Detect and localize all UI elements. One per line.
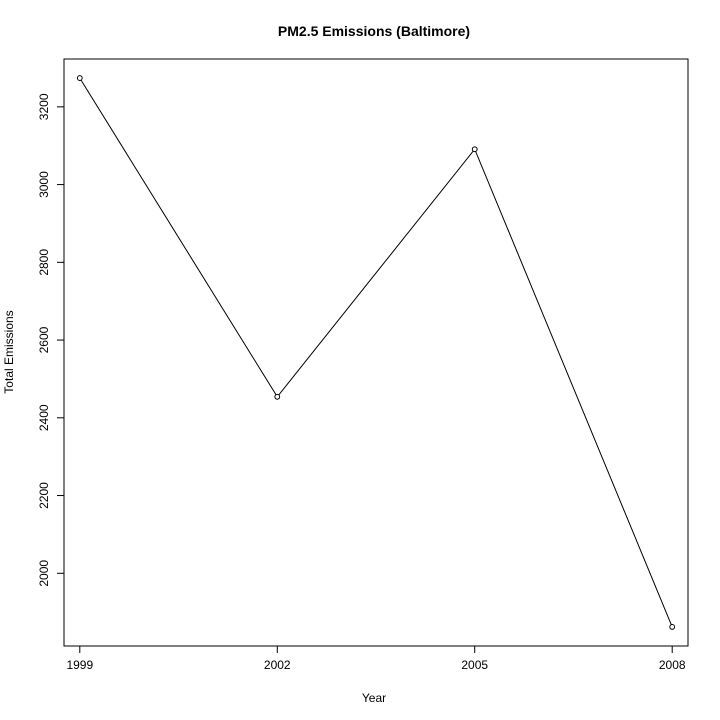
y-tick-label: 2800 xyxy=(37,249,51,276)
data-point xyxy=(76,75,83,81)
x-tick-label: 2005 xyxy=(461,658,488,672)
x-tick-label: 1999 xyxy=(66,658,93,672)
x-axis: 1999 2002 2005 2008 xyxy=(66,645,686,672)
data-point xyxy=(471,146,478,153)
series-line xyxy=(79,77,673,628)
chart-title: PM2.5 Emissions (Baltimore) xyxy=(278,23,470,39)
x-axis-label: Year xyxy=(362,691,386,705)
x-tick-label: 2002 xyxy=(264,658,291,672)
x-tick-label: 2008 xyxy=(659,658,686,672)
y-tick-label: 2600 xyxy=(37,326,51,353)
y-axis: 2000 2200 2400 2600 2800 3000 3200 xyxy=(37,93,65,587)
y-tick-label: 2200 xyxy=(37,482,51,509)
y-tick-label: 3000 xyxy=(37,171,51,198)
y-tick-label: 3200 xyxy=(37,93,51,120)
y-axis-label: Total Emissions xyxy=(2,310,16,393)
y-tick-label: 2000 xyxy=(37,560,51,587)
data-points xyxy=(76,75,676,630)
data-point xyxy=(274,393,281,400)
y-tick-label: 2400 xyxy=(37,404,51,431)
data-point xyxy=(669,624,676,630)
